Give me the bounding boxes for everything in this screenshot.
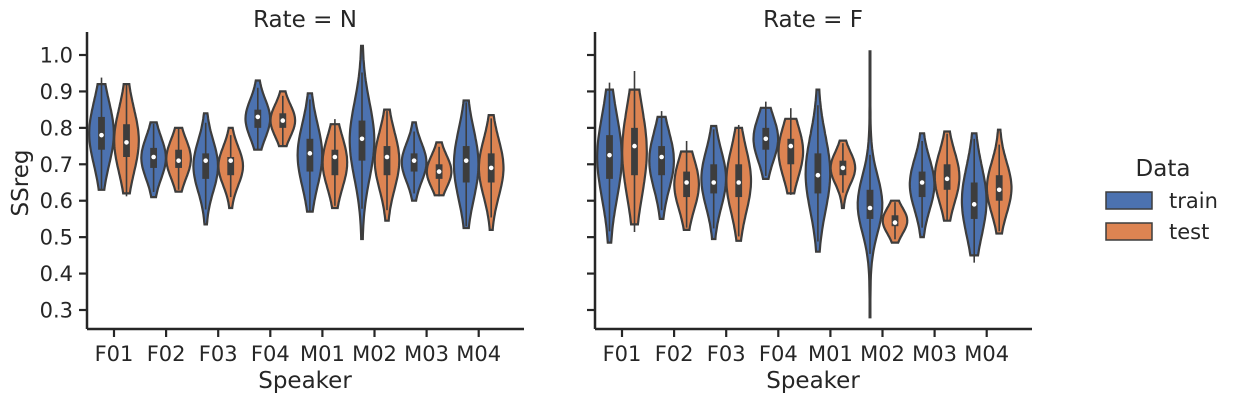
violin-median-train-F04: [763, 136, 769, 142]
x-tick-label: M03: [912, 342, 957, 366]
violin-median-test-F04: [280, 118, 286, 123]
y-tick-label: 1.0: [40, 44, 73, 68]
x-tick-label: F01: [603, 342, 642, 366]
violin-median-test-F03: [228, 158, 233, 163]
violin-iqr-box-test-F01: [631, 127, 638, 176]
violin-median-train-F04: [255, 114, 261, 120]
panel-title: Rate = F: [763, 7, 863, 33]
violin-median-train-M02: [359, 136, 365, 142]
violin-median-train-F03: [203, 158, 208, 163]
violin-median-test-M03: [436, 169, 442, 174]
violin-median-test-F04: [788, 143, 794, 149]
legend: Data train test: [1105, 156, 1218, 244]
violin-median-test-F01: [124, 140, 129, 145]
x-axis-label: Speaker: [766, 368, 860, 394]
x-tick-label: M04: [456, 342, 501, 366]
violin-median-train-M04: [971, 202, 977, 207]
violin-iqr-box-test-M01: [331, 149, 339, 176]
violin-median-test-F02: [176, 158, 181, 163]
panel-rate-f: Rate = F F01 F02 F03 F04 M01 M02 M03 M04 Speake…: [587, 7, 1032, 394]
violin-median-train-M01: [307, 151, 313, 156]
violin-median-test-M01: [332, 154, 338, 160]
violin-iqr-box-train-F02: [658, 146, 665, 176]
violin-median-test-M04: [488, 165, 494, 171]
x-tick-label: M01: [300, 342, 345, 366]
plot-area: [596, 50, 1013, 319]
x-tick-label: F03: [199, 342, 238, 366]
violin-iqr-box-test-F03: [227, 157, 235, 176]
violin-iqr-box-train-M02: [866, 189, 874, 219]
x-tick-label: F01: [95, 342, 134, 366]
y-ticks: [587, 53, 595, 312]
legend-swatch-test: [1105, 222, 1153, 241]
violin-median-test-M04: [996, 187, 1002, 193]
x-tick-label: M02: [860, 342, 905, 366]
y-axis-label: SSreg: [8, 150, 34, 217]
y-ticks: 0.3 0.4 0.5 0.6 0.7 0.8 0.9 1.0: [40, 44, 87, 323]
x-tick-label: F04: [759, 342, 798, 366]
violin-iqr-box-test-M02: [383, 146, 391, 176]
x-tick-label: F02: [147, 342, 186, 366]
x-tick-label: F04: [251, 342, 290, 366]
violin-iqr-box-test-F04: [787, 138, 795, 165]
violin-median-train-F01: [607, 152, 612, 158]
y-tick-label: 0.6: [40, 189, 73, 213]
violin-iqr-box-train-M04: [970, 182, 978, 219]
x-tick-label: M01: [808, 342, 853, 366]
violin-median-train-F03: [711, 180, 716, 185]
violin-iqr-box-train-F03: [710, 164, 718, 194]
violin-iqr-box-train-M04: [462, 146, 470, 183]
x-tick-label: M03: [404, 342, 449, 366]
violin-median-train-M02: [867, 205, 873, 211]
plot-area: [88, 44, 505, 241]
violin-median-test-M03: [944, 176, 950, 182]
legend-swatch-train: [1105, 191, 1153, 210]
x-ticks: F01 F02 F03 F04 M01 M02 M03 M04: [603, 329, 1009, 366]
violin-median-test-M01: [840, 165, 846, 171]
violin-median-train-F02: [659, 154, 664, 160]
violin-iqr-box-train-F03: [202, 153, 210, 179]
violin-median-test-F02: [684, 180, 689, 185]
panel-title: Rate = N: [253, 7, 357, 33]
x-axis-label: Speaker: [258, 368, 352, 394]
legend-label-train: train: [1169, 189, 1218, 213]
x-tick-label: M02: [352, 342, 397, 366]
y-tick-label: 0.3: [40, 299, 73, 323]
x-tick-label: F02: [655, 342, 694, 366]
violin-median-test-M02: [384, 154, 390, 160]
y-tick-label: 0.4: [40, 262, 73, 286]
violin-median-train-M04: [463, 158, 469, 163]
legend-title: Data: [1136, 156, 1191, 182]
violin-median-train-M03: [411, 158, 417, 163]
y-tick-label: 0.7: [40, 153, 73, 177]
violin-median-train-F01: [99, 132, 104, 138]
panel-rate-n: Rate = N 0.3 0.4 0.5 0.6 0.7 0.8 0.9 1.0 F01 F02…: [8, 7, 524, 394]
y-tick-label: 0.9: [40, 80, 73, 104]
y-tick-label: 0.8: [40, 116, 73, 140]
x-tick-label: F03: [707, 342, 746, 366]
legend-label-test: test: [1169, 220, 1209, 244]
violin-median-train-M03: [919, 180, 925, 185]
violin-median-train-F02: [151, 154, 156, 160]
x-tick-label: M04: [964, 342, 1009, 366]
violin-median-test-F01: [632, 143, 637, 149]
violin-median-train-M01: [815, 172, 821, 178]
violin-median-test-F03: [736, 180, 741, 185]
violin-median-test-M02: [892, 220, 898, 225]
x-ticks: F01 F02 F03 F04 M01 M02 M03 M04: [95, 329, 501, 366]
y-tick-label: 0.5: [40, 226, 73, 250]
